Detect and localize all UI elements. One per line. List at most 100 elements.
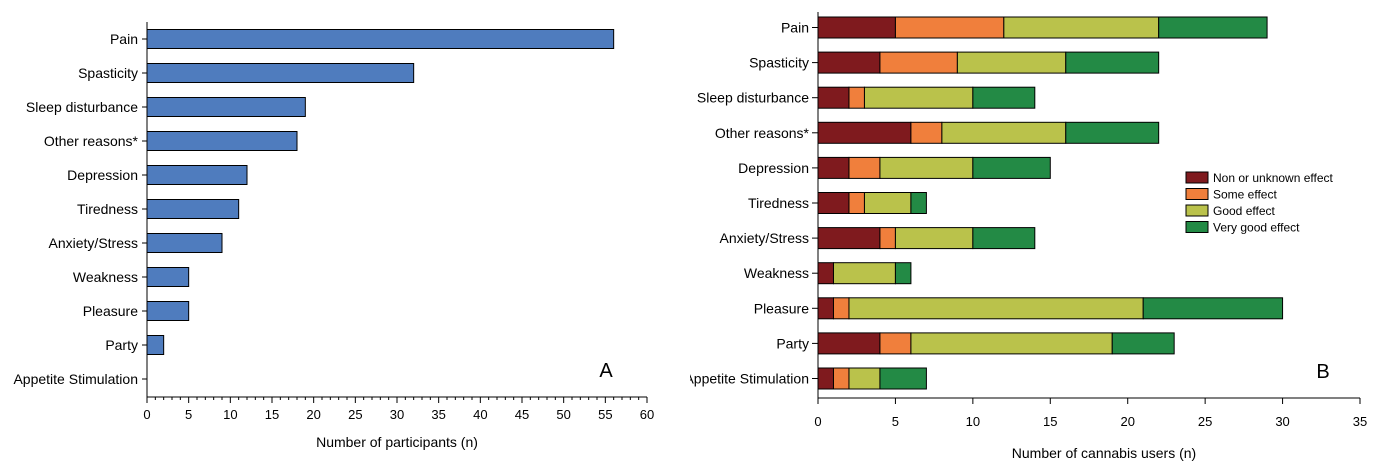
x-axis-title: Number of participants (n) bbox=[316, 434, 478, 450]
bar-segment bbox=[879, 367, 927, 390]
bar-segment bbox=[817, 297, 834, 320]
bar-segment bbox=[972, 227, 1036, 250]
bar-segment bbox=[848, 297, 1144, 320]
bar-segment bbox=[879, 332, 912, 355]
bar-segment bbox=[817, 262, 834, 285]
bar-segment bbox=[1111, 332, 1175, 355]
x-tick-label: 15 bbox=[265, 407, 279, 422]
x-tick-label: 55 bbox=[598, 407, 612, 422]
legend-swatch bbox=[1185, 188, 1209, 200]
legend-swatch bbox=[1185, 221, 1209, 233]
category-label: Pain bbox=[110, 31, 138, 47]
bar bbox=[146, 199, 240, 219]
x-tick-label: 40 bbox=[473, 407, 487, 422]
category-label: Anxiety/Stress bbox=[720, 230, 809, 246]
category-label: Appetite Stimulation bbox=[690, 371, 809, 387]
bar bbox=[146, 267, 190, 287]
bar bbox=[146, 131, 298, 151]
x-tick-label: 0 bbox=[143, 407, 150, 422]
bar-segment bbox=[1158, 16, 1268, 39]
x-tick-label: 20 bbox=[306, 407, 320, 422]
x-axis-title: Number of cannabis users (n) bbox=[1012, 445, 1196, 461]
bar-segment bbox=[832, 367, 850, 390]
bar-segment bbox=[863, 192, 912, 214]
chart-b: Pain Spasticity Sleep disturbance Other rea… bbox=[690, 12, 1367, 461]
legend-label: Very good effect bbox=[1213, 221, 1300, 235]
category-label: Pleasure bbox=[754, 300, 809, 316]
bar-segment bbox=[817, 156, 850, 179]
bar-segment bbox=[817, 332, 881, 355]
x-tick-label: 5 bbox=[185, 407, 192, 422]
bar-segment bbox=[848, 192, 865, 214]
x-tick-label: 35 bbox=[431, 407, 445, 422]
bar-segment bbox=[910, 121, 943, 144]
bar-segment bbox=[972, 156, 1051, 179]
bar-segment bbox=[832, 262, 896, 285]
x-tick-label: 50 bbox=[556, 407, 570, 422]
category-label: Sleep disturbance bbox=[26, 99, 138, 115]
bar-segment bbox=[941, 121, 1067, 144]
bar-segment bbox=[817, 192, 850, 214]
bar-segment bbox=[817, 51, 881, 74]
bar-segment bbox=[817, 121, 912, 144]
x-tick-label: 30 bbox=[390, 407, 404, 422]
category-label: Spasticity bbox=[749, 55, 809, 71]
bar-segment bbox=[863, 86, 974, 109]
bar-segment bbox=[848, 156, 881, 179]
bar bbox=[146, 301, 190, 321]
category-label: Tiredness bbox=[748, 195, 809, 211]
category-label: Sleep disturbance bbox=[697, 90, 809, 106]
x-tick-label: 60 bbox=[640, 407, 654, 422]
category-label: Pain bbox=[781, 20, 809, 36]
x-tick-label: 0 bbox=[814, 414, 821, 429]
bar bbox=[146, 63, 415, 83]
category-label: Depression bbox=[738, 160, 809, 176]
bar-segment bbox=[972, 86, 1036, 109]
legend-label: Good effect bbox=[1213, 204, 1275, 218]
x-tick-label: 10 bbox=[966, 414, 980, 429]
category-label: Tiredness bbox=[77, 201, 138, 217]
x-tick-label: 15 bbox=[1043, 414, 1057, 429]
bar-segment bbox=[894, 16, 1005, 39]
bar-segment bbox=[1003, 16, 1160, 39]
category-label: Party bbox=[105, 337, 138, 353]
category-label: Pleasure bbox=[83, 303, 138, 319]
x-tick-label: 10 bbox=[223, 407, 237, 422]
bar-segment bbox=[956, 51, 1067, 74]
panel-label: B bbox=[1316, 361, 1329, 383]
category-label: Party bbox=[776, 335, 809, 351]
legend-label: Some effect bbox=[1213, 188, 1277, 202]
bar-segment bbox=[848, 367, 881, 390]
legend: Non or unknown effect Some effect Good eff… bbox=[1185, 171, 1334, 235]
bar bbox=[146, 335, 165, 355]
bar-segment bbox=[910, 192, 927, 214]
x-tick-label: 20 bbox=[1120, 414, 1134, 429]
bar bbox=[146, 165, 248, 185]
bar-segment bbox=[817, 367, 834, 390]
panel-label: A bbox=[599, 360, 613, 382]
category-label: Appetite Stimulation bbox=[13, 371, 138, 387]
bar bbox=[146, 29, 615, 49]
bar-segment bbox=[1065, 121, 1160, 144]
legend-label: Non or unknown effect bbox=[1213, 171, 1334, 185]
bar-segment bbox=[879, 51, 958, 74]
category-label: Other reasons* bbox=[715, 125, 810, 141]
legend-swatch bbox=[1185, 204, 1209, 217]
chart-a: Pain Spasticity Sleep disturbance Other rea… bbox=[13, 22, 654, 450]
bar bbox=[146, 233, 223, 253]
bar-segment bbox=[817, 16, 896, 39]
category-label: Depression bbox=[67, 167, 138, 183]
bar-segment bbox=[832, 297, 850, 320]
category-label: Weakness bbox=[73, 269, 138, 285]
bar-segment bbox=[817, 227, 881, 250]
category-label: Other reasons* bbox=[44, 133, 139, 149]
x-tick-label: 5 bbox=[892, 414, 899, 429]
category-label: Anxiety/Stress bbox=[49, 235, 138, 251]
category-label: Spasticity bbox=[78, 65, 138, 81]
x-tick-label: 30 bbox=[1275, 414, 1289, 429]
bar-segment bbox=[817, 86, 850, 109]
bar-segment bbox=[894, 227, 974, 250]
x-tick-label: 45 bbox=[515, 407, 529, 422]
bar-segment bbox=[879, 227, 896, 250]
